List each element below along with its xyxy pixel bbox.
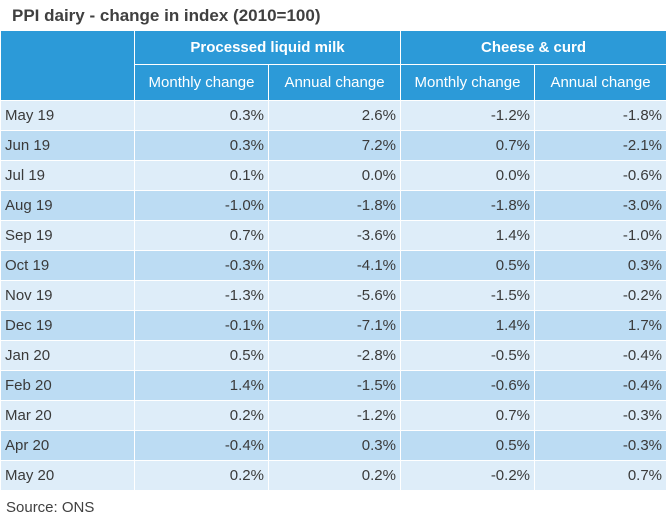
value-cell: -4.1% [269, 251, 401, 281]
table-row: Aug 19-1.0%-1.8%-1.8%-3.0% [1, 191, 666, 221]
row-label-cell: Mar 20 [1, 401, 135, 431]
row-label-cell: Aug 19 [1, 191, 135, 221]
source-note: Source: ONS [0, 491, 666, 521]
value-cell: 0.2% [135, 461, 269, 491]
column-header: Monthly change [401, 65, 535, 101]
value-cell: 2.6% [269, 101, 401, 131]
row-label-cell: Jul 19 [1, 161, 135, 191]
table-row: Nov 19-1.3%-5.6%-1.5%-0.2% [1, 281, 666, 311]
value-cell: -0.4% [535, 371, 666, 401]
row-label-cell: Jan 20 [1, 341, 135, 371]
group-header-cheese: Cheese & curd [401, 31, 666, 65]
value-cell: 0.2% [269, 461, 401, 491]
value-cell: 0.7% [401, 401, 535, 431]
row-label-cell: Apr 20 [1, 431, 135, 461]
value-cell: 0.1% [135, 161, 269, 191]
row-label-cell: Oct 19 [1, 251, 135, 281]
row-label-cell: May 19 [1, 101, 135, 131]
value-cell: 0.3% [135, 101, 269, 131]
value-cell: 0.7% [135, 221, 269, 251]
value-cell: 0.7% [401, 131, 535, 161]
table-row: Oct 19-0.3%-4.1%0.5%0.3% [1, 251, 666, 281]
dairy-ppi-table: Processed liquid milk Cheese & curd Mont… [0, 30, 666, 491]
value-cell: -2.8% [269, 341, 401, 371]
row-label-cell: Feb 20 [1, 371, 135, 401]
value-cell: -1.0% [535, 221, 666, 251]
corner-header-cell [1, 31, 135, 101]
column-header: Annual change [269, 65, 401, 101]
value-cell: -1.5% [401, 281, 535, 311]
value-cell: -1.8% [269, 191, 401, 221]
value-cell: 0.5% [135, 341, 269, 371]
value-cell: -1.0% [135, 191, 269, 221]
value-cell: -1.2% [269, 401, 401, 431]
row-label-cell: Nov 19 [1, 281, 135, 311]
page-title: PPI dairy - change in index (2010=100) [0, 0, 666, 30]
value-cell: 1.4% [401, 311, 535, 341]
value-cell: 0.3% [269, 431, 401, 461]
value-cell: -0.2% [535, 281, 666, 311]
value-cell: -3.6% [269, 221, 401, 251]
table-row: Dec 19-0.1%-7.1%1.4%1.7% [1, 311, 666, 341]
value-cell: -0.3% [535, 431, 666, 461]
row-label-cell: May 20 [1, 461, 135, 491]
column-header: Monthly change [135, 65, 269, 101]
column-header: Annual change [535, 65, 666, 101]
group-header-milk: Processed liquid milk [135, 31, 401, 65]
value-cell: 0.3% [135, 131, 269, 161]
value-cell: -0.6% [401, 371, 535, 401]
value-cell: -0.3% [135, 251, 269, 281]
value-cell: -0.2% [401, 461, 535, 491]
value-cell: -1.8% [535, 101, 666, 131]
value-cell: -1.5% [269, 371, 401, 401]
value-cell: -0.4% [135, 431, 269, 461]
value-cell: -1.3% [135, 281, 269, 311]
value-cell: 0.5% [401, 251, 535, 281]
value-cell: -0.4% [535, 341, 666, 371]
value-cell: -0.3% [535, 401, 666, 431]
value-cell: -1.8% [401, 191, 535, 221]
value-cell: -5.6% [269, 281, 401, 311]
value-cell: 0.3% [535, 251, 666, 281]
value-cell: 0.7% [535, 461, 666, 491]
row-label-cell: Dec 19 [1, 311, 135, 341]
value-cell: 1.4% [135, 371, 269, 401]
value-cell: 0.0% [269, 161, 401, 191]
table-row: Apr 20-0.4%0.3%0.5%-0.3% [1, 431, 666, 461]
value-cell: 1.4% [401, 221, 535, 251]
value-cell: -7.1% [269, 311, 401, 341]
value-cell: 0.0% [401, 161, 535, 191]
group-header-row: Processed liquid milk Cheese & curd [1, 31, 666, 65]
row-label-cell: Sep 19 [1, 221, 135, 251]
value-cell: -0.5% [401, 341, 535, 371]
row-label-cell: Jun 19 [1, 131, 135, 161]
value-cell: -1.2% [401, 101, 535, 131]
value-cell: 0.2% [135, 401, 269, 431]
value-cell: -0.6% [535, 161, 666, 191]
value-cell: -0.1% [135, 311, 269, 341]
value-cell: 0.5% [401, 431, 535, 461]
value-cell: -2.1% [535, 131, 666, 161]
value-cell: 7.2% [269, 131, 401, 161]
value-cell: 1.7% [535, 311, 666, 341]
value-cell: -3.0% [535, 191, 666, 221]
